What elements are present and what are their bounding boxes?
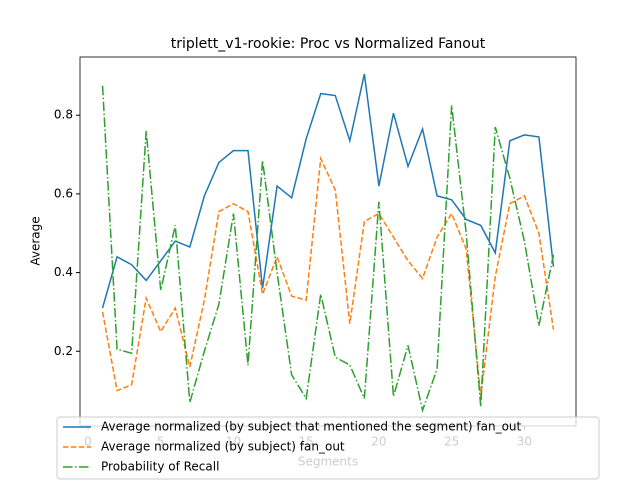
series-line <box>101 85 555 413</box>
legend-label: Average normalized (by subject that ment… <box>101 420 522 434</box>
y-axis-label: Average <box>29 216 43 265</box>
y-tick-label: 0.2 <box>54 344 73 358</box>
chart-title: triplett_v1-rookie: Proc vs Normalized F… <box>171 36 486 52</box>
legend: Average normalized (by subject that ment… <box>56 416 600 480</box>
legend-label: Average normalized (by subject) fan_out <box>101 440 345 454</box>
y-tick-label: 0.6 <box>54 186 73 200</box>
legend-box <box>56 416 600 480</box>
series-line <box>101 73 555 309</box>
y-tick-label: 0.8 <box>54 108 73 122</box>
y-tick-label: 0.4 <box>54 265 73 279</box>
series-line <box>101 155 555 397</box>
legend-label: Probability of Recall <box>101 460 219 474</box>
